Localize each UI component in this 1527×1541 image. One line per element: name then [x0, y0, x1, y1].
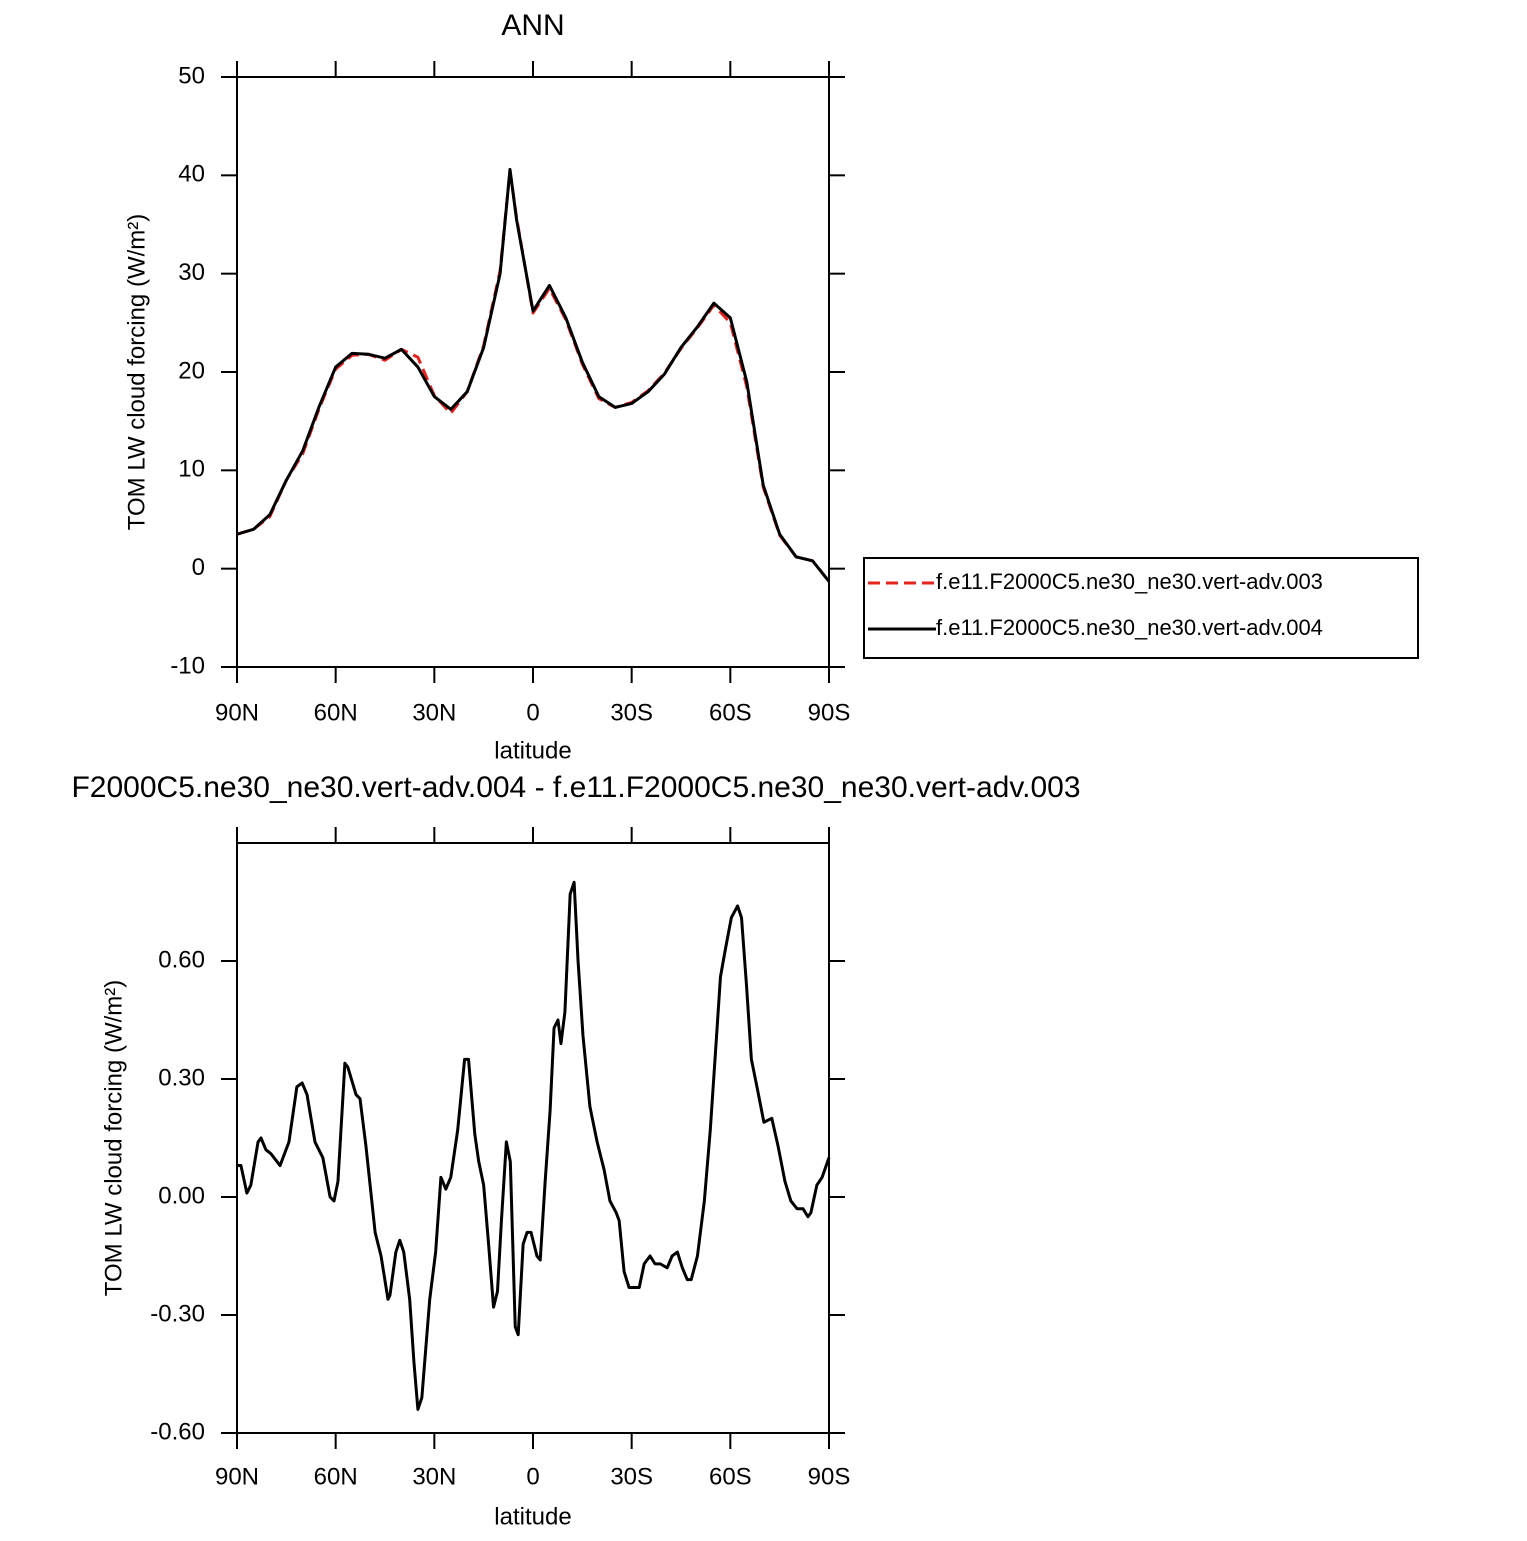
y-tick-label: 0	[192, 554, 205, 581]
x-tick-label: 90N	[215, 1463, 259, 1490]
legend-label: f.e11.F2000C5.ne30_ne30.vert-adv.004	[936, 615, 1323, 640]
y-tick-label: 30	[178, 259, 205, 286]
x-tick-label: 60S	[709, 1463, 752, 1490]
y-tick-label: -0.30	[150, 1300, 205, 1327]
y-tick-label: 0.60	[158, 946, 205, 973]
x-axis-label: latitude	[494, 1503, 571, 1530]
y-tick-label: 0.30	[158, 1064, 205, 1091]
data-line	[236, 168, 831, 583]
y-axis-label: TOM LW cloud forcing (W/m²)	[123, 214, 150, 530]
y-tick-label: 40	[178, 161, 205, 188]
x-tick-label: 60N	[314, 1463, 358, 1490]
x-tick-label: 30S	[610, 1463, 653, 1490]
x-tick-label: 90N	[215, 699, 259, 726]
y-axis-label: TOM LW cloud forcing (W/m²)	[100, 980, 127, 1296]
chart-title: F2000C5.ne30_ne30.vert-adv.004 - f.e11.F…	[71, 771, 1080, 804]
x-tick-label: 30N	[412, 699, 456, 726]
chart-title: ANN	[501, 9, 564, 42]
y-tick-label: -0.60	[150, 1418, 205, 1445]
data-line	[236, 167, 831, 583]
x-tick-label: 30S	[610, 699, 653, 726]
y-tick-label: 10	[178, 456, 205, 483]
data-line	[237, 880, 831, 1411]
y-tick-label: 0.00	[158, 1182, 205, 1209]
x-tick-label: 90S	[808, 1463, 851, 1490]
x-axis-label: latitude	[494, 737, 571, 764]
legend-label: f.e11.F2000C5.ne30_ne30.vert-adv.003	[936, 569, 1323, 594]
x-tick-label: 60N	[314, 699, 358, 726]
y-tick-label: 50	[178, 62, 205, 89]
x-tick-label: 60S	[709, 699, 752, 726]
x-tick-label: 0	[526, 699, 539, 726]
plot-frame	[236, 76, 830, 668]
x-tick-label: 90S	[808, 699, 851, 726]
x-tick-label: 30N	[412, 1463, 456, 1490]
y-tick-label: 20	[178, 357, 205, 384]
plot-frame	[236, 842, 830, 1434]
y-tick-label: -10	[170, 652, 205, 679]
x-tick-label: 0	[526, 1463, 539, 1490]
legend-box	[863, 557, 1419, 659]
